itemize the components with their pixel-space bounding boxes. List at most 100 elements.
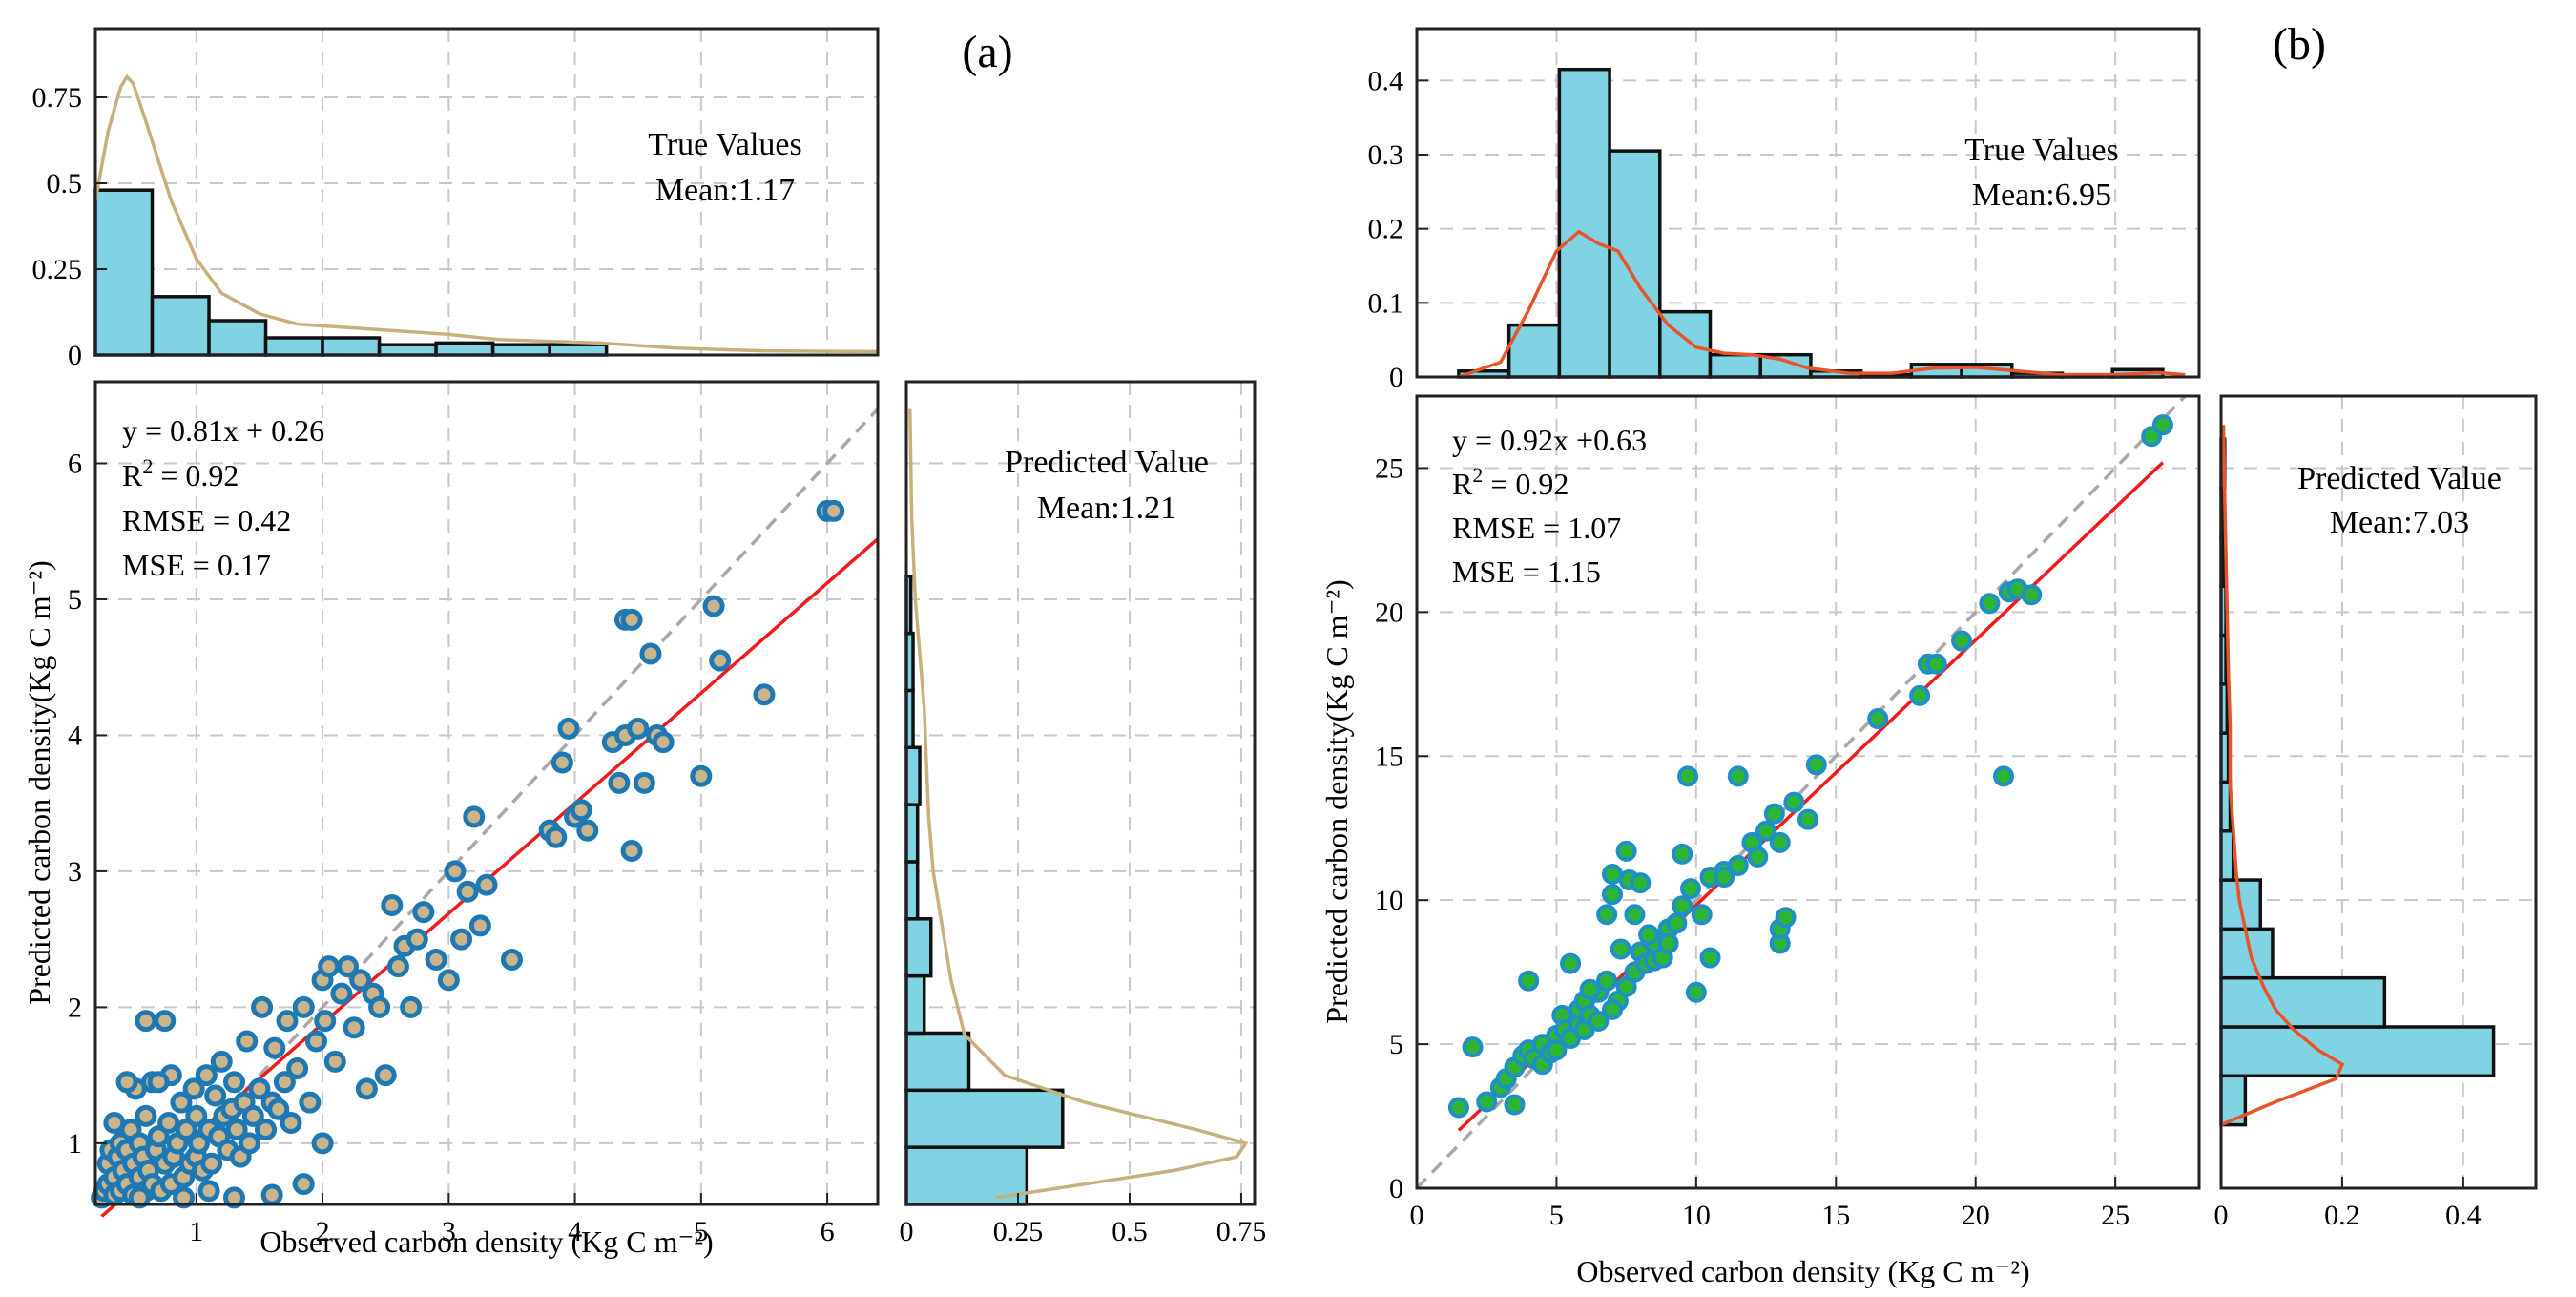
panel-a-data-point <box>147 1071 170 1094</box>
panel-a-top-y-tick-label: 0.5 <box>47 168 83 199</box>
panel-b-y-tick-label: 15 <box>1375 741 1403 772</box>
panel-a-right-hist-bar <box>904 973 926 1036</box>
panel-a-right-hist-bar <box>904 1031 971 1093</box>
panel-b-data-point <box>1546 1039 1568 1061</box>
panel-a-data-point <box>551 751 573 774</box>
panel-a-top-hist-bar <box>377 343 438 357</box>
panel-b-top-legend-title: True Values <box>1964 133 2119 168</box>
panel-a-data-point <box>822 499 845 522</box>
panel-b-right-histogram: 0 0.2 0.4 Predicted Value Mean:7.03 <box>2214 394 2538 1231</box>
panel-b-right-hist-bar <box>2219 1025 2496 1078</box>
panel-a-top-hist-bar <box>490 343 551 357</box>
panel-a-data-point <box>299 1091 322 1114</box>
panel-a-data-point <box>318 955 341 978</box>
panel-a-y-tick-label: 6 <box>68 448 82 479</box>
panel-b-data-point <box>1805 754 1827 776</box>
panel-a-right-legend-title: Predicted Value <box>1005 445 1209 480</box>
panel-b-x-tick-label: 0 <box>1410 1200 1424 1231</box>
panel-a-right-histogram: 0 0.25 0.5 0.75 Predicted Value Mean:1.21 <box>900 380 1266 1247</box>
panel-b-data-point <box>1615 840 1637 862</box>
panel-b-data-point <box>1714 867 1735 889</box>
panel-b-data-point <box>1638 924 1660 946</box>
panel-a-y-tick-label: 3 <box>68 856 82 888</box>
panel-a-x-tick-label: 1 <box>189 1216 203 1247</box>
panel-b-data-point <box>1727 854 1749 876</box>
panel-b-data-point <box>1610 938 1631 960</box>
panel-b-data-point <box>1630 872 1652 894</box>
panel-b-stats: y = 0.92x +0.63 R2 = 0.92 RMSE = 1.07 MS… <box>1452 423 1647 589</box>
panel-b-top-y-tick-label: 0.4 <box>1368 65 1404 96</box>
panel-b-r2: R2 = 0.92 <box>1452 463 1568 501</box>
panel-b-right-hist-bar <box>2219 828 2235 882</box>
panel-a-top-hist-bar <box>207 319 268 357</box>
panel-a-data-point <box>263 1036 286 1059</box>
panel-b-data-point <box>1699 947 1721 969</box>
panel-b-data-point <box>1993 765 2014 787</box>
panel-a-data-point <box>620 840 643 863</box>
panel-b-data-point <box>1680 878 1701 900</box>
panel-a-data-point <box>444 860 467 883</box>
panel-b-y-tick-label: 20 <box>1375 596 1403 628</box>
panel-a-data-point <box>182 1077 205 1100</box>
panel-b-data-point <box>1727 765 1749 787</box>
panel-a-data-point <box>702 595 725 617</box>
panel-a-data-point <box>475 873 498 896</box>
panel-b-data-point <box>1691 904 1713 926</box>
panel-b-top-y-tick-label: 0.2 <box>1368 214 1404 245</box>
panel-b-data-point <box>1602 998 1623 1020</box>
panel-a-data-point <box>210 1050 233 1073</box>
panel-a-right-hist-bar <box>904 1088 1065 1149</box>
panel-b-top-histogram: 0 0.1 0.2 0.3 0.4 True Values Mean:6.95 <box>1368 27 2201 393</box>
panel-b-top-y-tick-label: 0 <box>1389 362 1403 393</box>
panel-b-data-point <box>1925 653 1947 675</box>
panel-b-data-point <box>1518 970 1540 992</box>
panel-a-y-tick-label: 1 <box>68 1128 82 1160</box>
panel-a-r2: R2 = 0.92 <box>122 454 239 492</box>
panel-b-data-point <box>1783 791 1805 813</box>
panel-b-data-point <box>1677 765 1699 787</box>
panel-a-data-point <box>170 1091 193 1114</box>
panel-a-data-point <box>225 1119 248 1141</box>
panel-a-data-point <box>374 1064 397 1087</box>
panel-a-data-point <box>386 955 409 978</box>
panel-b-data-point <box>1672 843 1693 865</box>
panel-a-data-point <box>154 1010 177 1033</box>
panel-a-data-point <box>248 1077 271 1100</box>
panel-b-top-kde-curve <box>1458 229 2186 379</box>
panel-a-data-point <box>456 880 479 903</box>
panel-a-right-hist-bar <box>904 860 920 921</box>
panel-b-data-point <box>1685 981 1707 1003</box>
panel-a-data-point <box>450 928 473 951</box>
panel-a-right-frame <box>904 380 1257 1206</box>
panel-a-data-point <box>709 649 732 672</box>
panel-a-data-point <box>412 901 435 924</box>
panel-a-data-point <box>222 1186 245 1209</box>
panel-a-data-point <box>620 608 643 631</box>
panel-a-data-point <box>241 1104 264 1127</box>
panel-b-right-frame <box>2219 394 2538 1190</box>
panel-a: (a) 0 0.25 0.5 0.75 True Values Mean:1.17 1… <box>22 27 1266 1259</box>
panel-a-data-point <box>500 949 523 972</box>
panel-b-data-point <box>1476 1091 1498 1113</box>
panel-a-data-point <box>103 1112 126 1135</box>
panel-a-scatter-frame <box>93 380 880 1206</box>
panel-b-data-point <box>1588 1010 1610 1032</box>
panel-b-data-point <box>1560 952 1582 974</box>
panel-a-right-legend-mean: Mean:1.21 <box>1037 491 1176 526</box>
panel-b-data-point <box>1657 932 1679 954</box>
panel-a-data-point <box>255 1119 278 1141</box>
panel-a-top-legend-mean: Mean:1.17 <box>655 173 795 208</box>
panel-b-data-point <box>1624 904 1646 926</box>
panel-b-data-point <box>1447 1097 1469 1119</box>
panel-a-data-point <box>251 995 274 1018</box>
panel-a-right-kde-curve <box>907 408 1249 1200</box>
panel-b-data-point <box>1747 846 1769 868</box>
panel-a-data-point <box>368 995 391 1018</box>
panel-a-top-kde-curve <box>93 73 879 354</box>
panel-a-data-point <box>276 1010 299 1033</box>
panel-a-right-x-tick-label: 0 <box>900 1216 914 1247</box>
panel-b-y-tick-label: 0 <box>1389 1173 1403 1204</box>
panel-a-data-point <box>576 819 599 842</box>
panel-b-top-hist-bar <box>1608 149 1662 379</box>
